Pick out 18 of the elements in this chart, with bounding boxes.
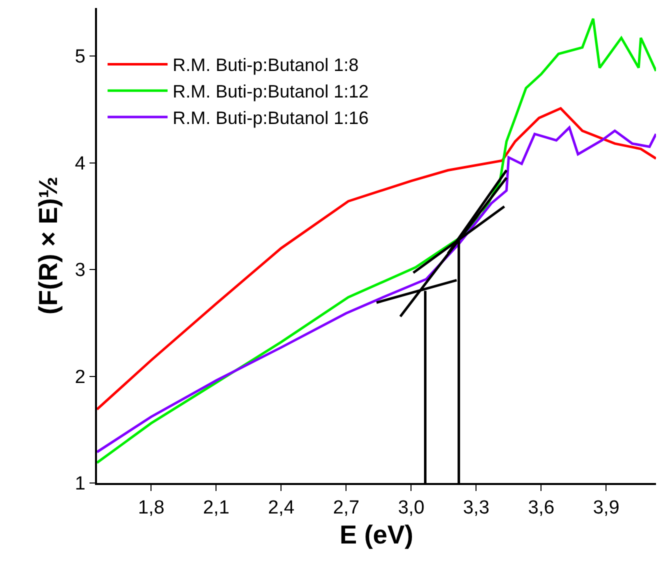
legend-label: R.M. Buti-p:Butanol 1:8 xyxy=(172,55,359,76)
x-tick-label: 2,4 xyxy=(268,498,295,519)
y-tick-label: 1 xyxy=(74,474,86,495)
y-tick-label: 2 xyxy=(74,366,86,388)
x-tick-label: 3,9 xyxy=(592,498,620,519)
y-tick-label: 3 xyxy=(74,260,86,282)
x-tick-label: 2,1 xyxy=(202,498,230,519)
y-tick-label: 4 xyxy=(74,153,86,174)
legend-label: R.M. Buti-p:Butanol 1:16 xyxy=(172,108,369,128)
x-tick-label: 1,8 xyxy=(138,498,164,519)
legend-label: R.M. Buti-p:Butanol 1:12 xyxy=(172,82,369,102)
x-tick-label: 3,6 xyxy=(528,498,554,519)
y-tick-label: 5 xyxy=(74,46,86,68)
y-axis-title: (F(R) × E)½ xyxy=(32,176,63,314)
x-tick-label: 3,3 xyxy=(462,498,490,519)
x-tick-label: 2,7 xyxy=(332,498,360,519)
x-axis-title: E (eV) xyxy=(340,520,414,550)
x-tick-label: 3,0 xyxy=(398,498,424,519)
